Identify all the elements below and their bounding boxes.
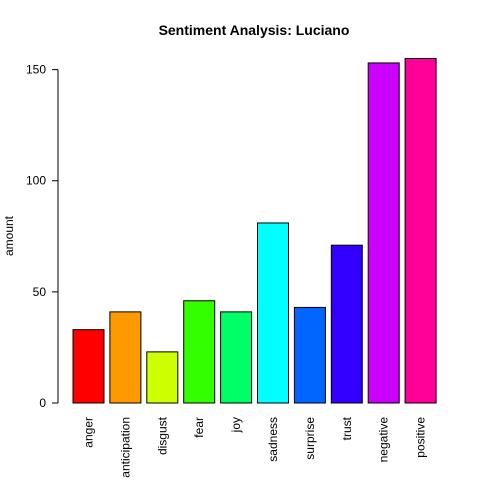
chart-title: Sentiment Analysis: Luciano <box>159 22 350 38</box>
bar-negative <box>367 62 400 404</box>
x-tick-label-sadness: sadness <box>266 417 280 462</box>
bar-sadness <box>257 222 289 404</box>
bar-trust <box>330 244 363 404</box>
bars-group <box>72 57 437 404</box>
bar-surprise <box>293 306 326 404</box>
x-tick-label-disgust: disgust <box>155 416 169 455</box>
y-tick-label: 100 <box>26 174 46 188</box>
x-tick-label-positive: positive <box>414 417 428 458</box>
x-tick-label-negative: negative <box>377 417 391 463</box>
x-tick-label-fear: fear <box>192 417 206 438</box>
bar-joy <box>220 311 253 404</box>
bar-anger <box>72 329 105 404</box>
y-axis-label: amount <box>2 215 16 256</box>
x-tick-label-joy: joy <box>229 417 243 433</box>
x-tick-labels: anger anticipation disgust fear joy sadness su… <box>82 416 428 477</box>
bar-disgust <box>146 351 179 404</box>
x-tick-label-anticipation: anticipation <box>118 417 132 478</box>
y-tick-label: 50 <box>33 285 47 299</box>
bar-anticipation <box>109 311 142 404</box>
x-tick-label-anger: anger <box>82 417 96 448</box>
y-axis: 0 50 100 150 <box>26 63 59 410</box>
bar-fear <box>183 300 216 404</box>
x-tick-label-trust: trust <box>340 416 354 440</box>
y-tick-label: 150 <box>26 63 46 77</box>
y-tick-label: 0 <box>39 396 46 410</box>
x-tick-label-surprise: surprise <box>303 417 317 460</box>
bar-positive <box>404 57 437 404</box>
